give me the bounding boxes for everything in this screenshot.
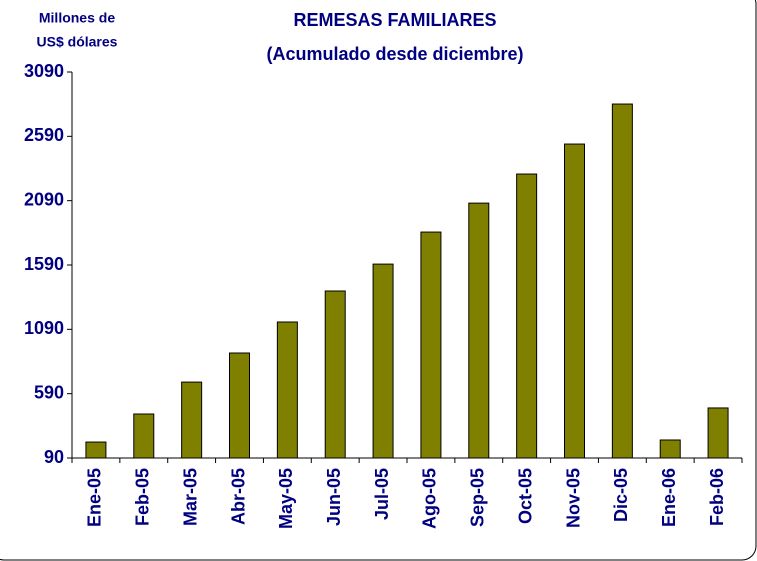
y-tick-label: 90 (44, 447, 64, 467)
bar (276, 321, 298, 459)
x-tick-label: Feb-06 (707, 468, 727, 526)
x-tick-label: Ene-05 (85, 468, 105, 527)
bar (181, 381, 203, 459)
x-tick-label: Nov-05 (563, 468, 583, 528)
bar (85, 441, 107, 459)
bar (659, 439, 681, 459)
bar (611, 103, 633, 459)
bar (324, 290, 346, 459)
bar (420, 231, 442, 459)
x-tick-label: May-05 (276, 468, 296, 529)
y-tick-label: 1090 (24, 318, 64, 338)
chart-title: (Acumulado desde diciembre) (266, 44, 523, 64)
bar (707, 407, 729, 459)
x-tick-label: Abr-05 (228, 468, 248, 525)
y-tick-label: 2090 (24, 189, 64, 209)
y-tick-label: 1590 (24, 254, 64, 274)
y-tick-label: 590 (34, 382, 64, 402)
chart-title: REMESAS FAMILIARES (293, 10, 496, 30)
y-axis-label: Millones de (39, 10, 115, 26)
y-axis-label: US$ dólares (37, 34, 118, 50)
y-tick-label: 2590 (24, 125, 64, 145)
bar (516, 173, 538, 459)
x-tick-label: Mar-05 (180, 468, 200, 526)
bar (372, 263, 394, 459)
bar (133, 413, 155, 459)
bar (468, 202, 490, 459)
x-tick-label: Feb-05 (133, 468, 153, 526)
x-tick-label: Dic-05 (611, 468, 631, 522)
x-tick-label: Jul-05 (372, 468, 392, 520)
bar (564, 143, 585, 459)
x-tick-label: Jun-05 (324, 468, 344, 526)
y-tick-label: 3090 (24, 61, 64, 81)
bar (229, 352, 250, 459)
x-tick-label: Ago-05 (420, 468, 440, 529)
x-tick-label: Sep-05 (468, 468, 488, 527)
x-tick-label: Ene-06 (659, 468, 679, 527)
x-tick-label: Oct-05 (515, 468, 535, 524)
